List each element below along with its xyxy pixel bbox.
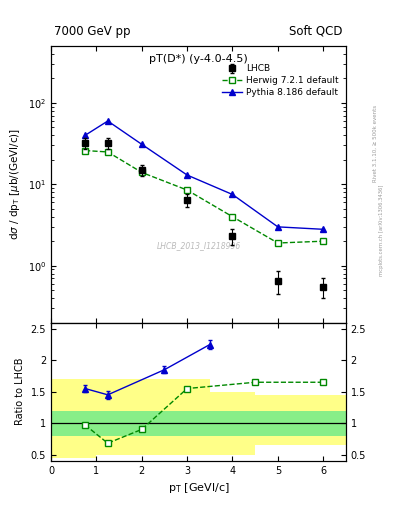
- Herwig 7.2.1 default: [230, 214, 235, 220]
- Line: Pythia 8.186 default: Pythia 8.186 default: [82, 118, 326, 232]
- Y-axis label: d$\sigma$ / dp$_\mathrm{T}$ [$\mu$b/(GeVl/c)]: d$\sigma$ / dp$_\mathrm{T}$ [$\mu$b/(GeV…: [8, 128, 22, 241]
- Legend: LHCB, Herwig 7.2.1 default, Pythia 8.186 default: LHCB, Herwig 7.2.1 default, Pythia 8.186…: [222, 65, 338, 97]
- Pythia 8.186 default: [105, 118, 110, 124]
- Text: LHCB_2013_I1218996: LHCB_2013_I1218996: [156, 241, 241, 250]
- Text: Rivet 3.1.10, ≥ 500k events: Rivet 3.1.10, ≥ 500k events: [373, 105, 378, 182]
- Herwig 7.2.1 default: [185, 187, 189, 193]
- Line: Herwig 7.2.1 default: Herwig 7.2.1 default: [82, 147, 326, 246]
- Herwig 7.2.1 default: [105, 149, 110, 155]
- Pythia 8.186 default: [83, 132, 88, 138]
- Pythia 8.186 default: [275, 224, 280, 230]
- Pythia 8.186 default: [230, 191, 235, 198]
- Pythia 8.186 default: [140, 141, 144, 147]
- Text: mcplots.cern.ch [arXiv:1306.3436]: mcplots.cern.ch [arXiv:1306.3436]: [379, 185, 384, 276]
- Herwig 7.2.1 default: [275, 240, 280, 246]
- Herwig 7.2.1 default: [140, 169, 144, 176]
- Pythia 8.186 default: [321, 226, 325, 232]
- Pythia 8.186 default: [185, 172, 189, 178]
- Text: pT(D*) (y-4.0-4.5): pT(D*) (y-4.0-4.5): [149, 54, 248, 65]
- Y-axis label: Ratio to LHCB: Ratio to LHCB: [15, 358, 25, 425]
- Herwig 7.2.1 default: [321, 238, 325, 244]
- Text: 7000 GeV pp: 7000 GeV pp: [54, 25, 130, 38]
- Text: Soft QCD: Soft QCD: [289, 25, 343, 38]
- Herwig 7.2.1 default: [83, 147, 88, 154]
- X-axis label: p$_\mathrm{T}$ [GeVl/c]: p$_\mathrm{T}$ [GeVl/c]: [168, 481, 229, 495]
